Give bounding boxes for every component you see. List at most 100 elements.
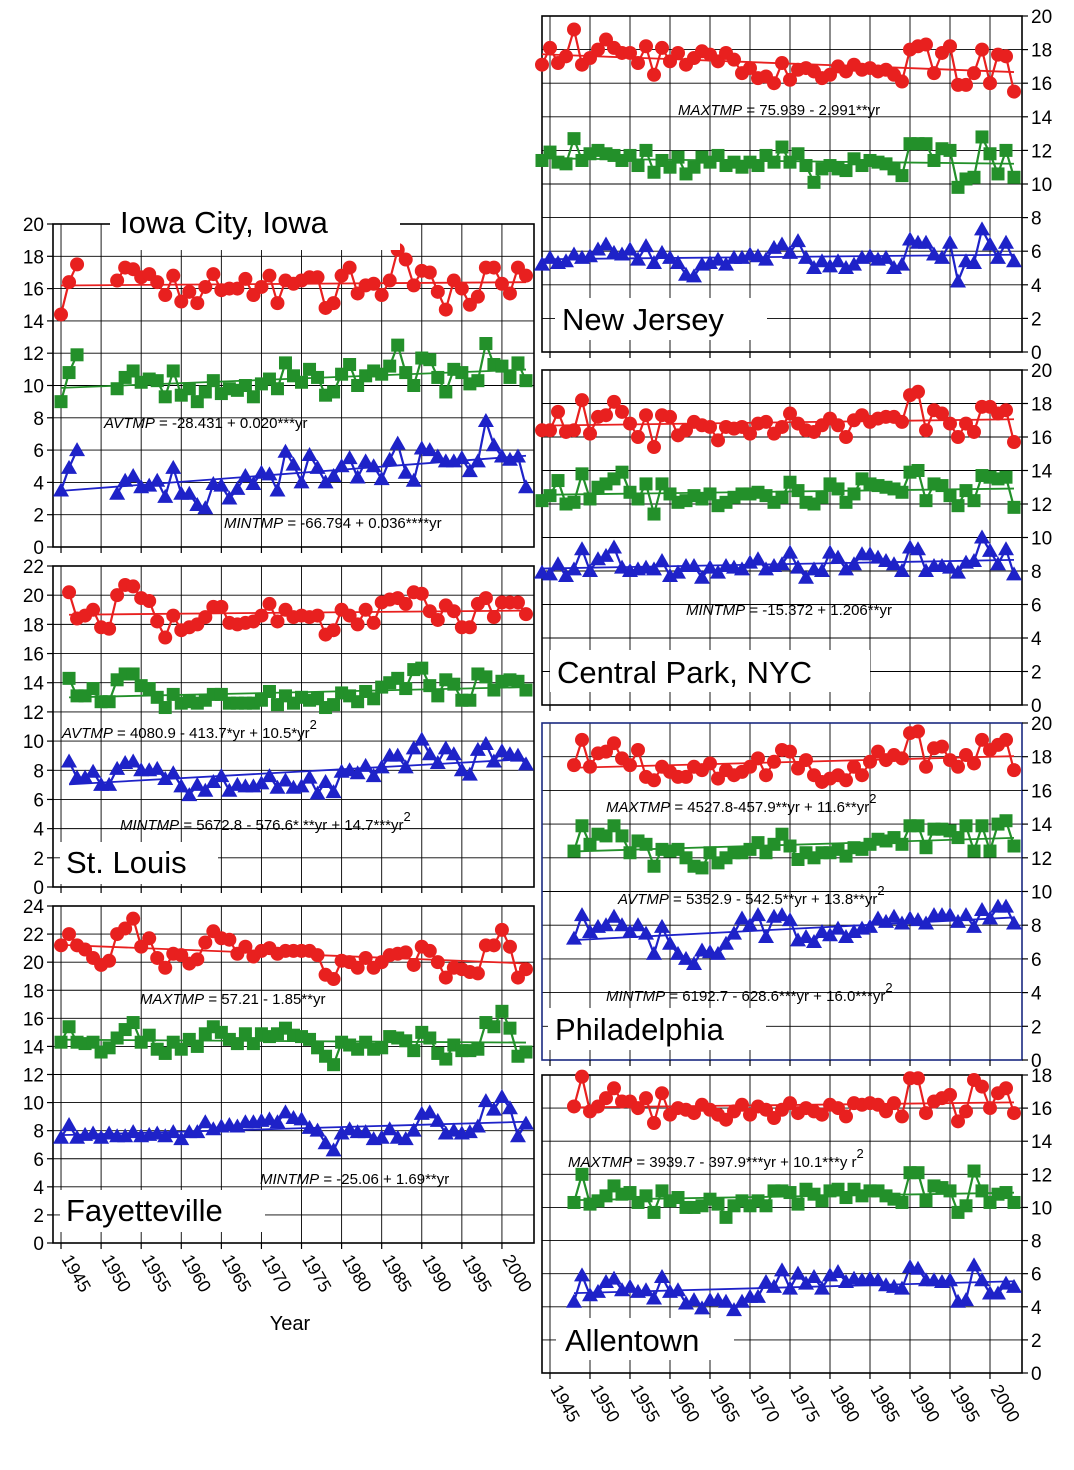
data-point (126, 667, 140, 681)
data-point (117, 472, 134, 487)
regression-equation: MAXTMP = 75.939 - 2.991**yr (678, 102, 880, 119)
equation-variable: AVTMP (61, 725, 113, 742)
data-point (967, 844, 981, 858)
data-point (190, 296, 205, 311)
equation-terms: = -66.794 + 0.036****yr (283, 515, 441, 532)
data-point (655, 40, 669, 55)
data-point (751, 159, 765, 173)
data-point (445, 746, 462, 761)
y-tick-label: 4 (1031, 1298, 1042, 1319)
panel-frame (52, 565, 535, 888)
regression-equation: MINTMP = -66.794 + 0.036****yr (224, 515, 442, 532)
data-point (751, 751, 765, 766)
data-point (999, 49, 1013, 64)
data-point (895, 169, 909, 183)
data-point (423, 679, 437, 693)
data-point (750, 1288, 766, 1303)
data-point (967, 756, 981, 771)
data-point (574, 1267, 590, 1282)
data-point (414, 586, 429, 601)
data-point (517, 756, 534, 771)
data-point (502, 286, 517, 301)
x-tick-label: 1955 (138, 1251, 175, 1296)
data-point (846, 556, 862, 571)
y-tick-label: 6 (33, 790, 44, 811)
y-tick-label: 8 (33, 761, 44, 782)
data-point (341, 450, 358, 465)
y-tick-label: 6 (1031, 1265, 1042, 1286)
y-tick-label: 16 (1031, 781, 1052, 802)
data-point (791, 1197, 805, 1211)
data-point (790, 1265, 806, 1280)
data-point (599, 1091, 613, 1106)
data-point (567, 1195, 581, 1209)
data-point (750, 907, 766, 922)
y-tick-label: 10 (23, 732, 44, 753)
data-point (622, 923, 638, 938)
data-point (830, 920, 846, 935)
data-point (399, 366, 413, 380)
data-point (782, 244, 798, 259)
data-point (511, 356, 525, 370)
data-point (918, 234, 934, 249)
data-point (774, 1262, 790, 1277)
data-point (238, 1027, 252, 1041)
data-point (710, 945, 726, 960)
data-point (342, 260, 357, 275)
data-point (310, 948, 325, 963)
data-point (293, 1111, 310, 1126)
data-point (182, 284, 197, 299)
data-point (918, 563, 934, 577)
y-tick-label: 14 (1031, 108, 1053, 129)
data-point (783, 72, 797, 87)
data-point (463, 693, 477, 707)
data-point (974, 902, 990, 917)
data-point (695, 861, 709, 875)
data-point (461, 766, 478, 781)
equation-variable: MINTMP (606, 988, 665, 1005)
regression-equation: MINTMP = -15.372 + 1.206**yr (686, 602, 892, 619)
data-point (158, 630, 173, 645)
data-point (509, 448, 526, 463)
data-point (142, 931, 157, 946)
x-axis-title: Year (270, 1313, 311, 1335)
data-point (543, 40, 557, 55)
data-point (358, 950, 373, 965)
data-point (806, 260, 822, 274)
data-point (85, 1125, 102, 1140)
data-point (742, 917, 758, 932)
y-tick-label: 20 (23, 215, 44, 236)
data-point (959, 484, 973, 498)
data-point (317, 773, 334, 788)
x-tick-label: 1955 (627, 1381, 664, 1426)
data-point (654, 1268, 670, 1283)
series-square (535, 464, 1021, 521)
data-point (110, 588, 125, 603)
data-point (357, 757, 374, 772)
data-point (270, 296, 285, 311)
data-point (623, 45, 637, 60)
data-point (189, 776, 206, 791)
data-point (862, 918, 878, 933)
data-point (679, 769, 693, 784)
data-point (181, 787, 198, 802)
title-background (550, 650, 870, 692)
data-point (567, 1099, 581, 1114)
x-tick-label: 1985 (378, 1251, 415, 1296)
data-point (174, 294, 189, 309)
y-tick-label: 18 (23, 247, 44, 268)
data-point (951, 430, 965, 444)
data-point (950, 564, 966, 579)
data-point (270, 382, 284, 396)
y-tick-label: 2 (33, 1206, 44, 1227)
y-tick-label: 14 (23, 312, 45, 333)
data-point (542, 249, 558, 264)
data-point (959, 1104, 973, 1119)
data-point (126, 579, 141, 594)
data-point (166, 268, 181, 283)
data-point (54, 307, 69, 322)
data-point (333, 1125, 350, 1140)
data-point (1007, 84, 1021, 99)
data-point (391, 338, 405, 352)
data-point (206, 374, 220, 388)
